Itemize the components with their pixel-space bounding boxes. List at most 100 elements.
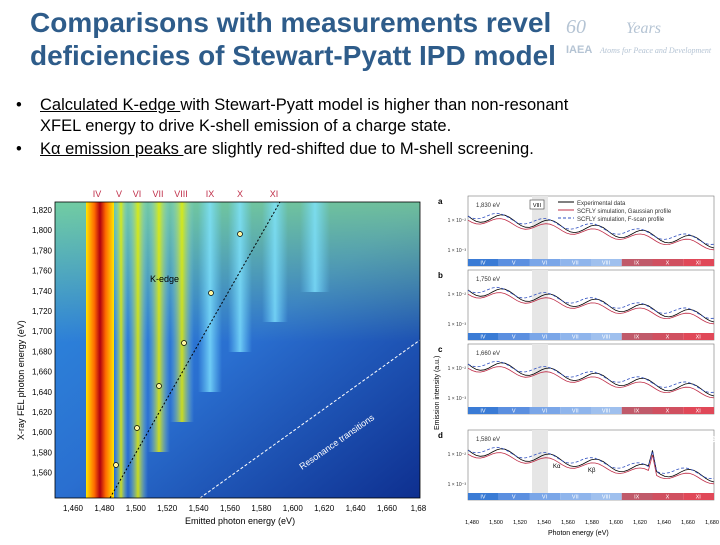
peak-label-kbeta: Kβ <box>588 468 596 474</box>
band-viii <box>170 202 194 422</box>
y-tick: 1,600 <box>32 428 53 437</box>
bullet-item: • Calculated K-edge with Stewart-Pyatt m… <box>16 95 716 137</box>
y-tick: 1,800 <box>32 226 53 235</box>
y-tick: 1,720 <box>32 307 53 316</box>
roman-label: XI <box>270 189 279 199</box>
charge-bar-label: VI <box>542 261 548 267</box>
charge-bar-label: IV <box>480 409 486 415</box>
charge-bar-label: VIII <box>602 261 611 267</box>
spectrum-panel: b 1,750 eV 1 × 10⁻² 1 × 10⁻³ IV V VI VII VIII IX X… <box>438 269 715 341</box>
bullet-text: are slightly red-shifted due to M-shell … <box>183 140 534 158</box>
spectrum-panel: c 1,660 eV 1 × 10⁻² 1 × 10⁻³ IV V VI VII VIII IX X… <box>438 343 715 415</box>
logo-sixty: 60 <box>566 16 586 38</box>
roman-label: VIII <box>174 189 188 199</box>
charge-bar-label: VI <box>542 495 548 501</box>
peak-label-kalpha: Kα <box>553 464 561 470</box>
charge-bar-segment <box>621 259 653 266</box>
charge-bar-label: XI <box>696 261 702 267</box>
curve-experimental <box>467 288 715 323</box>
panel-energy: 1,750 eV <box>476 277 500 283</box>
logo-subtitle: Atoms for Peace and Development <box>600 46 712 55</box>
spectrum-panel: a 1,830 eV VIII 1 × 10⁻² 1 × 10⁻³ IV V VI VII VII… <box>438 195 715 267</box>
charge-bar-segment <box>683 333 714 340</box>
curve-gaussian <box>467 366 715 399</box>
panel-tag: b <box>438 271 443 280</box>
title-line-2: deficiencies of Stewart-Pyatt IPD model <box>30 40 556 71</box>
band-ix <box>198 202 222 392</box>
panel-y-tick: 1 × 10⁻³ <box>448 482 467 488</box>
curve-gaussian <box>467 218 715 251</box>
spectra-x-tick: 1,680 <box>705 520 719 526</box>
map-y-label: X-ray FEL photon energy (eV) <box>16 320 26 440</box>
band-xi <box>262 202 288 322</box>
roman-labels: IV V VI VII VIII IX X XI <box>93 189 279 199</box>
charge-bar-segment <box>498 407 530 414</box>
resonance-line <box>199 339 421 499</box>
roman-label: V <box>116 189 122 199</box>
map-x-label: Emitted photon energy (eV) <box>185 516 295 526</box>
curve-fscan <box>467 212 715 245</box>
curve-fscan <box>467 286 715 319</box>
charge-bar-label: VII <box>572 409 579 415</box>
curve-gaussian <box>467 452 715 485</box>
curve-fscan <box>467 360 715 393</box>
x-tick: 1,620 <box>314 504 335 513</box>
charge-bar-label: VII <box>572 261 579 267</box>
y-tick-labels: 1,820 1,800 1,780 1,760 1,740 1,720 1,700 1,680… <box>32 206 53 478</box>
charge-bar-label: IX <box>634 409 640 415</box>
curve-experimental <box>467 362 715 397</box>
band-vii <box>148 202 170 452</box>
charge-bar-segment <box>498 333 530 340</box>
x-tick: 1,540 <box>189 504 210 513</box>
kedge-point <box>113 462 119 468</box>
charge-bar-label: VIII <box>602 409 611 415</box>
panel-y-tick: 1 × 10⁻² <box>448 292 467 298</box>
charge-bar-label: V <box>512 261 516 267</box>
panel-y-tick: 1 × 10⁻³ <box>448 248 467 254</box>
spectrum-panel: d 1,580 eV 1 × 10⁻² 1 × 10⁻³ IV V VI VII VIII IX X… <box>438 429 715 501</box>
spectra-x-tick: 1,660 <box>681 520 695 526</box>
roman-label: IV <box>93 189 102 199</box>
map-frame <box>54 201 421 499</box>
spectra-y-label: Emission intensity (a.u.) <box>434 356 441 430</box>
kedge-point <box>134 425 140 431</box>
charge-bar-segment <box>529 407 561 414</box>
x-tick: 1,640 <box>346 504 367 513</box>
charge-bar-label: VI <box>542 335 548 341</box>
roman-label: X <box>237 189 243 199</box>
title-line-1: Comparisons with measurements revel <box>30 7 552 38</box>
charge-bar-segment <box>621 407 653 414</box>
panel-y-tick: 1 × 10⁻² <box>448 366 467 372</box>
charge-bar-segment <box>591 333 622 340</box>
charge-bar-segment <box>468 333 499 340</box>
x-tick: 1,600 <box>283 504 304 513</box>
x-tick: 1,68 <box>411 504 427 513</box>
charge-bar-label: IX <box>634 261 640 267</box>
panel-tag: d <box>438 431 443 440</box>
charge-bar-label: VII <box>572 335 579 341</box>
y-tick: 1,780 <box>32 246 53 255</box>
charge-bar-label: X <box>666 495 670 501</box>
panel-frame <box>467 269 715 341</box>
curve-experimental <box>467 448 715 483</box>
x-tick-labels: 1,460 1,480 1,500 1,520 1,540 1,560 1,580 1,600… <box>63 504 427 513</box>
logo-years: Years <box>626 20 661 37</box>
bullet-dot-icon: • <box>16 96 22 114</box>
spectra-x-tick: 1,560 <box>561 520 575 526</box>
spectra-x-tick: 1,520 <box>513 520 527 526</box>
y-tick: 1,740 <box>32 287 53 296</box>
bullet-underlined-text: Calculated K-edge <box>40 96 181 114</box>
charge-bar-segment <box>560 493 591 500</box>
charge-bar-label: V <box>512 495 516 501</box>
panel-y-tick: 1 × 10⁻² <box>448 218 467 224</box>
charge-bar-segment <box>591 259 622 266</box>
y-tick: 1,820 <box>32 206 53 215</box>
slide-nav-marker-icon: ⊕ <box>709 434 717 444</box>
y-tick: 1,680 <box>32 347 53 356</box>
charge-bar-segment <box>560 259 591 266</box>
x-tick: 1,460 <box>63 504 84 513</box>
kedge-markers <box>113 231 243 468</box>
bullet-text: with Stewart-Pyatt model is higher than … <box>180 96 569 114</box>
panel-y-tick: 1 × 10⁻³ <box>448 396 467 402</box>
